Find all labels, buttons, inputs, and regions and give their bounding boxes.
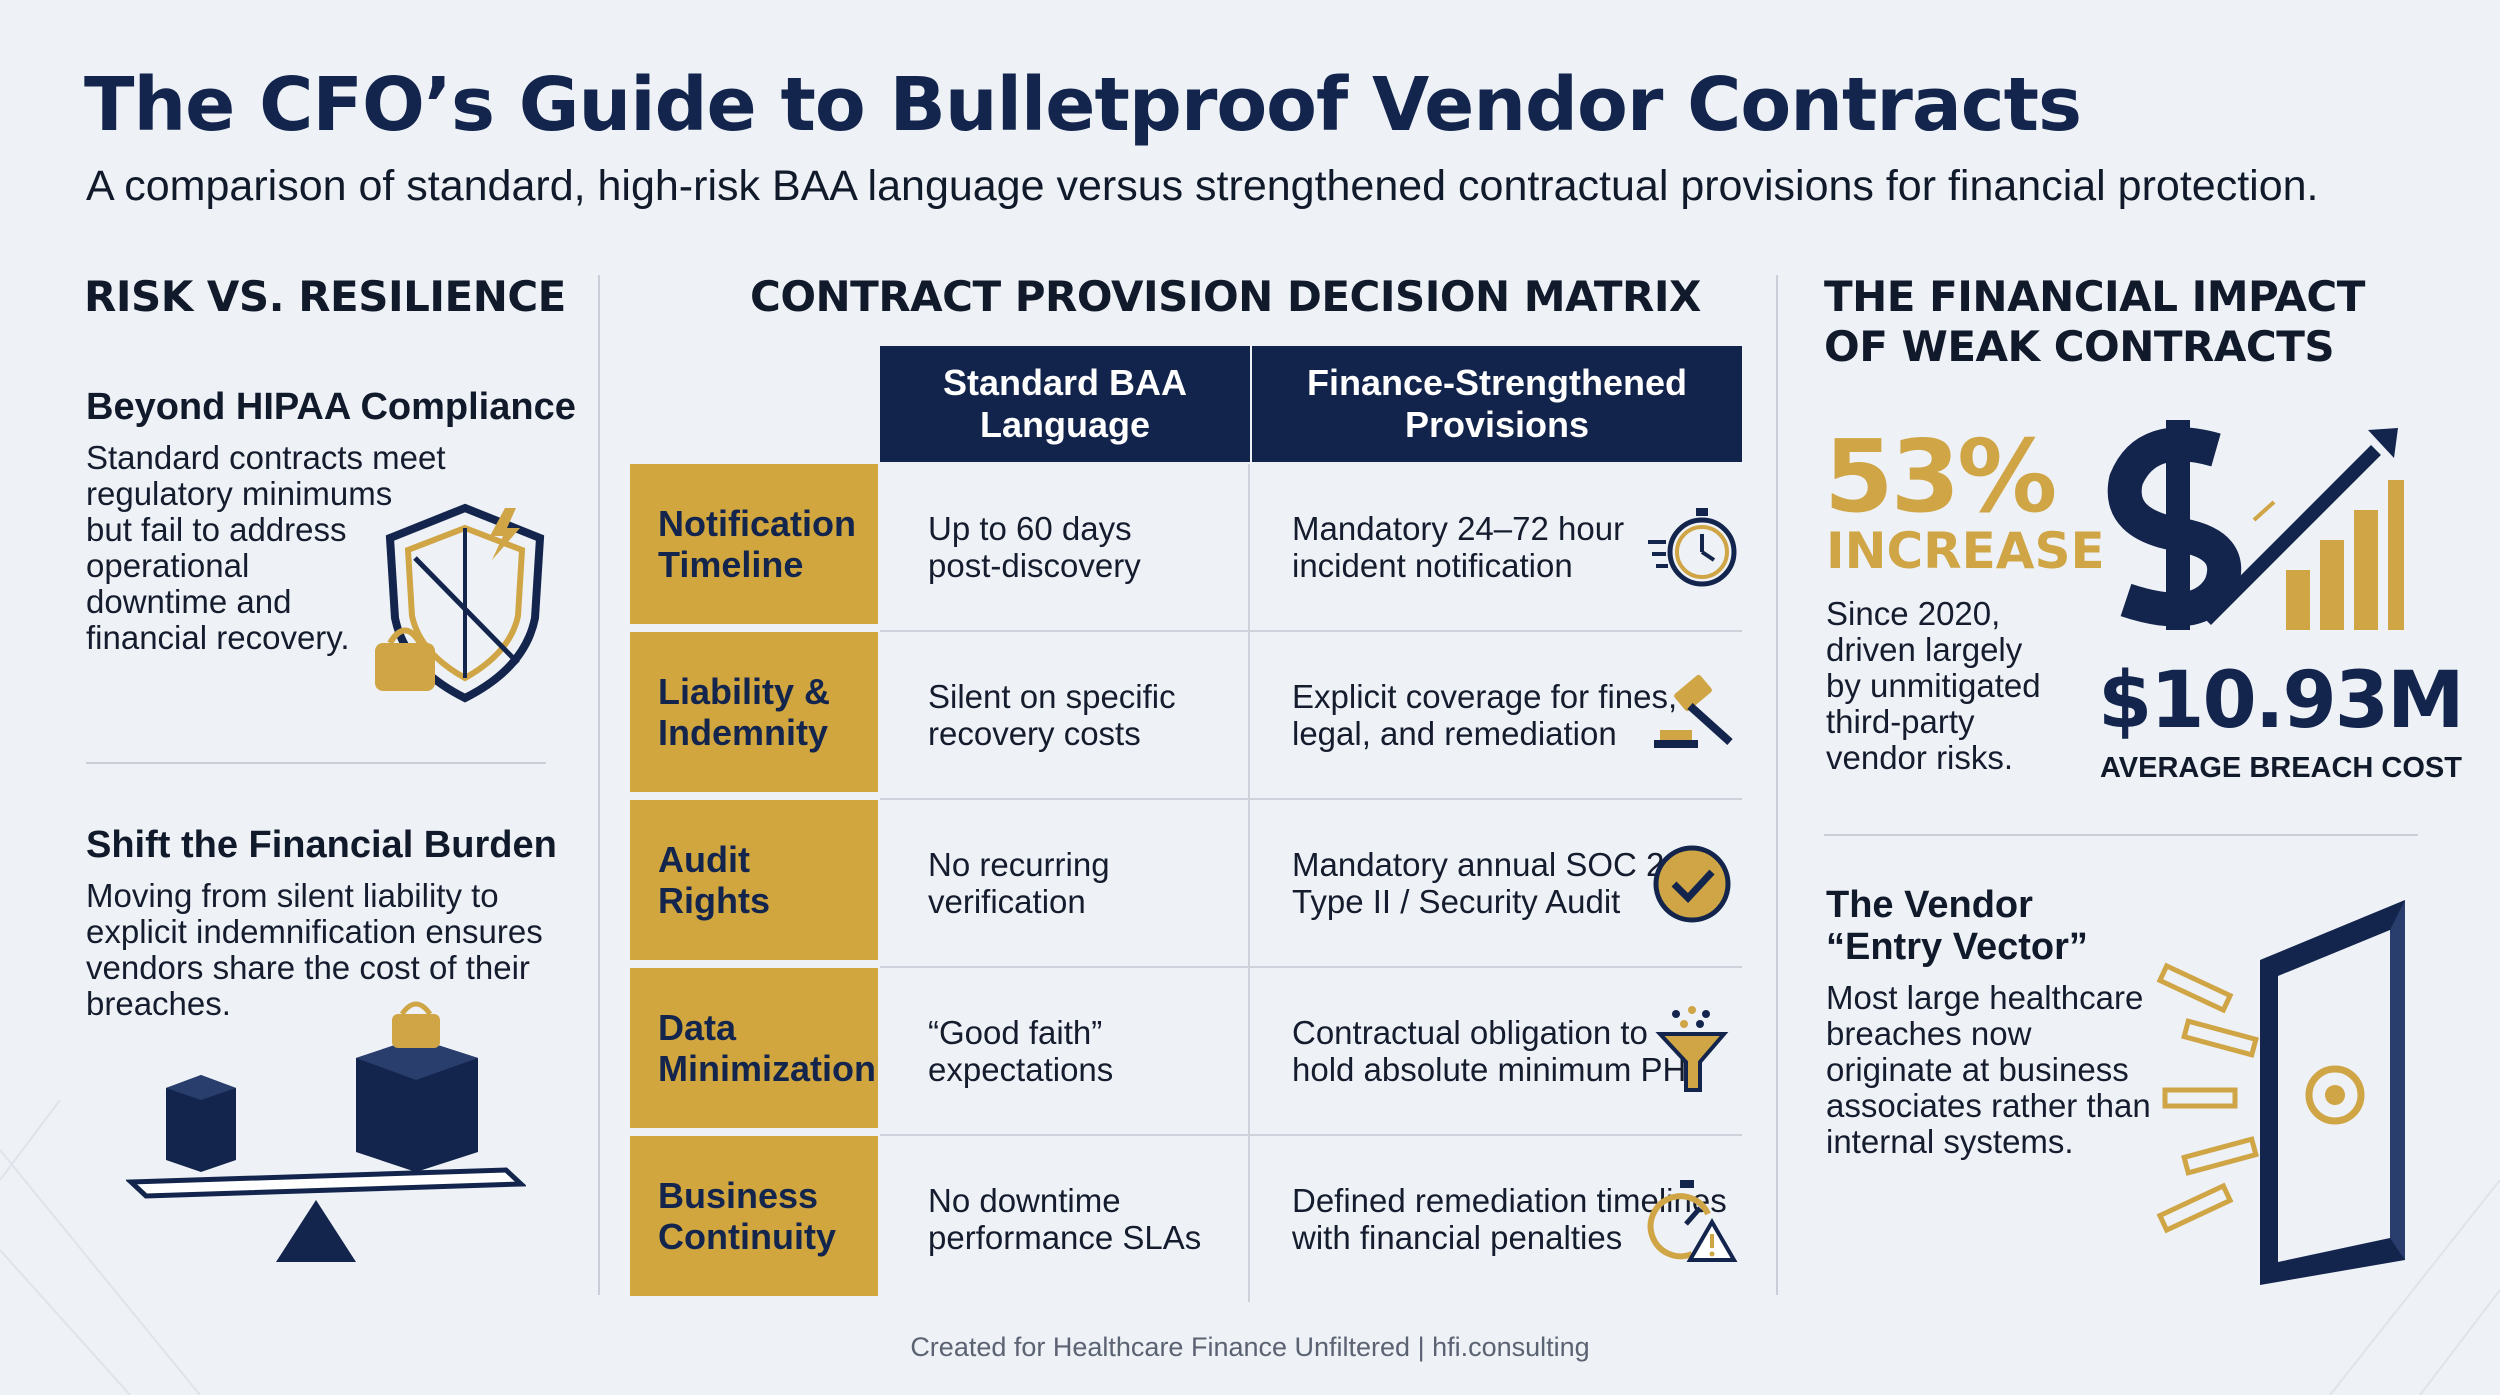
block-title-compliance: Beyond HIPAA Compliance [86,386,576,428]
finance-cell: Contractual obligation to hold absolute m… [1292,1014,1696,1088]
block-title-burden: Shift the Financial Burden [86,824,557,866]
matrix-row-audit: Audit Rights No recurring verification Man… [630,800,1742,966]
left-column-divider [598,275,600,1295]
door-entry-icon [2156,900,2405,1285]
row-label: Data Minimization [630,968,878,1128]
stat-percent: 53% [1824,418,2057,535]
standard-cell: Silent on specific recovery costs [880,632,1250,798]
left-section-heading: RISK VS. RESILIENCE [84,272,566,321]
matrix-row-data-minimization: Data Minimization “Good faith” expectation… [630,968,1742,1134]
row-divider [880,798,1742,800]
decision-matrix: Standard BAA Language Finance-Strengthene… [630,346,1742,1302]
matrix-column-standard: Standard BAA Language [880,346,1250,462]
dollar-chain-growth-icon [2107,420,2404,630]
vector-description: Most large healthcare breaches now origi… [1826,979,2151,1160]
page-subtitle: A comparison of standard, high-risk BAA … [86,162,2319,210]
matrix-row-business-continuity: Business Continuity No downtime performanc… [630,1136,1742,1302]
breach-cost-label: AVERAGE BREACH COST [2100,752,2462,784]
stat-label: INCREASE [1826,522,2105,580]
row-label: Audit Rights [630,800,878,960]
row-label: Business Continuity [630,1136,878,1296]
row-label: Notification Timeline [630,464,878,624]
standard-cell: No recurring verification [880,800,1250,966]
gavel-icon [1654,674,1733,748]
right-section-heading: THE FINANCIAL IMPACT OF WEAK CONTRACTS [1824,272,2365,371]
finance-cell: Explicit coverage for fines, legal, and r… [1292,678,1678,752]
breach-cost-value: $10.93M [2098,656,2465,746]
stopwatch-icon [1648,508,1737,587]
footer-credit: Created for Healthcare Finance Unfiltere… [910,1332,1590,1362]
vector-title: The Vendor “Entry Vector” [1826,884,2088,968]
funnel-icon [1655,1006,1729,1092]
standard-cell: Up to 60 days post-discovery [880,464,1250,630]
balance-scale-icon [126,1001,526,1262]
row-divider [880,966,1742,968]
row-divider [880,1134,1742,1136]
right-divider [1824,834,2418,836]
page-title: The CFO’s Guide to Bulletproof Vendor Co… [84,62,2082,148]
matrix-row-notification: Notification Timeline Up to 60 days post-d… [630,464,1742,630]
row-divider [880,630,1742,632]
stat-description: Since 2020, driven largely by unmitigate… [1826,595,2041,776]
left-divider [86,762,546,764]
finance-cell: Mandatory annual SOC 2 Type II / Security… [1292,846,1665,920]
standard-cell: “Good faith” expectations [880,968,1250,1134]
check-circle-icon [1653,845,1731,923]
right-column-divider [1776,275,1778,1295]
timer-warning-icon [1647,1180,1738,1262]
standard-cell: No downtime performance SLAs [880,1136,1250,1302]
block-text-compliance: Standard contracts meet regulatory minim… [86,439,446,656]
shield-icon [375,503,545,703]
block-text-burden: Moving from silent liability to explicit… [86,877,543,1022]
row-label: Liability & Indemnity [630,632,878,792]
finance-cell: Mandatory 24–72 hour incident notificatio… [1292,510,1625,584]
matrix-row-liability: Liability & Indemnity Silent on specific r… [630,632,1742,798]
matrix-column-finance: Finance-Strengthened Provisions [1252,346,1742,462]
matrix-heading: CONTRACT PROVISION DECISION MATRIX [750,272,1701,321]
